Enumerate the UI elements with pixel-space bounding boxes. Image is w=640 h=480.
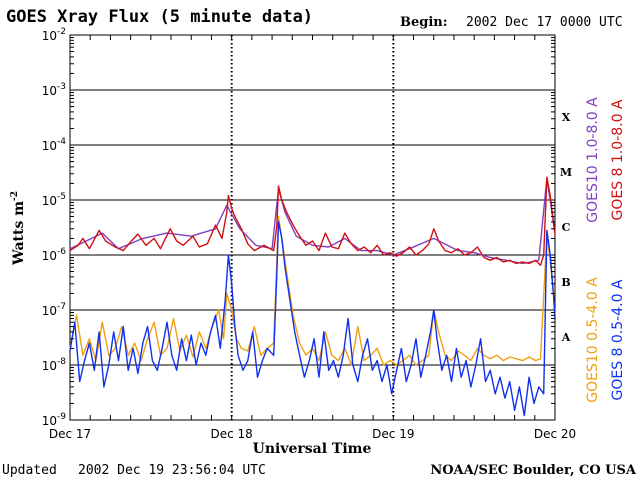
y-tick-label: 10-4 [42, 137, 67, 153]
y-tick-exponent: -7 [57, 302, 66, 312]
y-tick-base: 10 [42, 304, 57, 318]
legend: GOES10 1.0-8.0 A GOES10 0.5-4.0 A GOES 8 1… [585, 97, 626, 403]
series-line-3 [69, 221, 556, 417]
x-tick-label: Dec 18 [211, 427, 253, 441]
series-line-0 [69, 177, 556, 265]
plot-frame [69, 34, 556, 421]
y-tick-exponent: -3 [57, 82, 66, 92]
y-tick-label: 10-3 [42, 82, 66, 98]
y-tick-label: 10-8 [42, 357, 67, 373]
y-tick-exponent: -2 [57, 27, 66, 37]
flare-class-A: A [561, 331, 571, 344]
x-tick-label: Dec 20 [534, 427, 576, 441]
y-ticks: 10-210-310-410-510-610-710-810-9 [42, 27, 555, 428]
y-tick-label: 10-6 [42, 247, 67, 263]
flare-class-B: B [561, 276, 570, 289]
chart-title: GOES Xray Flux (5 minute data) [6, 7, 313, 27]
y-tick-exponent: -5 [57, 192, 66, 202]
y-tick-label: 10-5 [42, 192, 66, 208]
y-tick-label: 10-7 [42, 302, 66, 318]
y-axis-label-main: Watts m [11, 201, 27, 266]
legend-entry: GOES 8 1.0-8.0 A [610, 99, 626, 220]
x-axis-label: Universal Time [253, 441, 372, 457]
x-ticks: Dec 17 Dec 18 Dec 19 Dec 20 [49, 35, 576, 441]
y-tick-base: 10 [42, 139, 57, 153]
flare-class-M: M [560, 166, 572, 179]
y-axis-label-exponent: -2 [10, 191, 20, 201]
y-axis-label: Watts m-2 [10, 191, 27, 266]
flare-class-X: X [562, 111, 571, 124]
y-tick-exponent: -8 [57, 357, 66, 367]
updated-label: Updated [2, 463, 57, 478]
begin-label: Begin: [400, 15, 448, 30]
x-tick-label: Dec 19 [372, 427, 414, 441]
y-tick-label: 10-2 [42, 27, 66, 43]
y-tick-base: 10 [42, 84, 57, 98]
flare-class-C: C [562, 221, 571, 234]
legend-entry: GOES10 1.0-8.0 A [585, 97, 601, 223]
y-tick-base: 10 [42, 194, 57, 208]
credit-text: NOAA/SEC Boulder, CO USA [430, 463, 637, 478]
y-tick-label: 10-9 [42, 412, 67, 428]
grid [70, 35, 555, 420]
x-tick-label: Dec 17 [49, 427, 91, 441]
y-tick-exponent: -4 [57, 137, 66, 147]
y-tick-base: 10 [42, 414, 57, 428]
flare-class-labels: X M C B A [560, 111, 572, 344]
begin-value: 2002 Dec 17 0000 UTC [466, 15, 623, 30]
updated-value: 2002 Dec 19 23:56:04 UTC [78, 463, 266, 478]
y-tick-exponent: -9 [57, 412, 66, 422]
series-line-1 [69, 176, 556, 266]
y-tick-base: 10 [42, 29, 57, 43]
y-tick-base: 10 [42, 249, 57, 263]
y-tick-exponent: -6 [57, 247, 66, 257]
legend-entry: GOES10 0.5-4.0 A [585, 277, 601, 403]
series-layer [69, 176, 556, 417]
legend-entry: GOES 8 0.5-4.0 A [610, 279, 626, 400]
y-tick-base: 10 [42, 359, 57, 373]
